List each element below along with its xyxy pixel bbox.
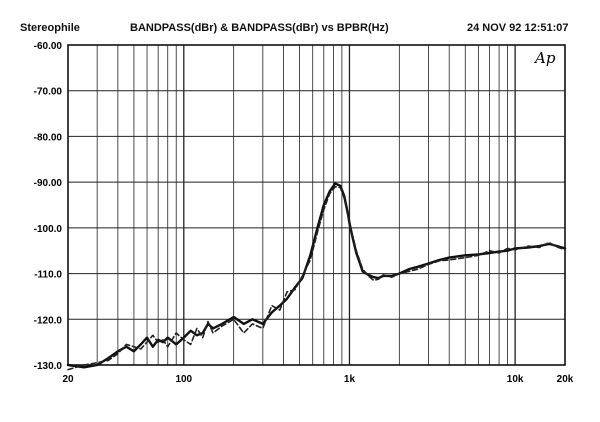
series-line-solid — [66, 182, 567, 369]
x-tick-label: 1k — [344, 374, 356, 385]
y-axis-ticks: -60.00 -70.00 -80.00 -90.00 -100.0 -110.0 -120… — [34, 41, 63, 372]
series-line-dashed — [67, 185, 566, 371]
brand-label: Stereophile — [20, 22, 80, 34]
chart-title: BANDPASS(dBr) & BANDPASS(dBr) vs BPBR(Hz… — [130, 22, 389, 34]
y-tick-label: -90.00 — [34, 178, 63, 189]
series-group — [66, 182, 567, 371]
plot-frame — [67, 44, 566, 366]
y-tick-label: -130.0 — [34, 361, 63, 372]
x-tick-label: 100 — [175, 374, 192, 385]
x-tick-label: 10k — [507, 374, 524, 385]
y-tick-label: -120.0 — [34, 315, 63, 326]
grid — [67, 45, 566, 365]
ap-logo: Ap — [533, 49, 556, 67]
y-tick-label: -60.00 — [34, 41, 63, 52]
x-tick-label: 20k — [557, 374, 574, 385]
timestamp-label: 24 NOV 92 12:51:07 — [467, 22, 569, 34]
x-axis-ticks: 20 100 1k 10k 20k — [62, 374, 573, 385]
y-tick-label: -70.00 — [34, 87, 63, 98]
x-tick-label: 20 — [62, 374, 74, 385]
y-tick-label: -110.0 — [34, 270, 62, 281]
y-tick-label: -80.00 — [34, 132, 63, 143]
y-tick-label: -100.0 — [34, 224, 63, 235]
